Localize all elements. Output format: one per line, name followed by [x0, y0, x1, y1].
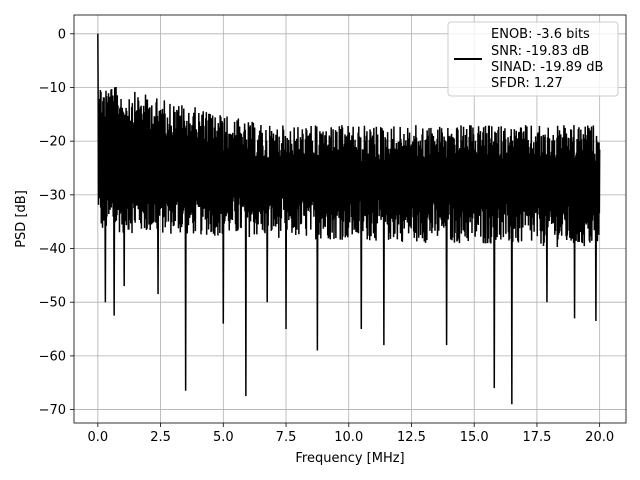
- x-tick-label: 2.5: [150, 430, 171, 445]
- y-tick-label: 0: [58, 27, 66, 42]
- x-tick-label: 5.0: [213, 430, 234, 445]
- x-tick-label: 20.0: [585, 430, 614, 445]
- x-tick-label: 7.5: [276, 430, 297, 445]
- plot-frame: [73, 14, 627, 424]
- plot-area: [97, 33, 601, 405]
- legend: ENOB: -3.6 bits SNR: -19.83 dB SINAD: -1…: [447, 21, 619, 97]
- y-tick-label: −10: [39, 81, 66, 96]
- y-tick-label: −30: [39, 188, 66, 203]
- x-tick-label: 17.5: [522, 430, 551, 445]
- legend-box: [447, 21, 619, 97]
- x-tick-label: 12.5: [397, 430, 426, 445]
- y-axis-label: PSD [dB]: [14, 190, 29, 248]
- x-tick-label: 15.0: [460, 430, 489, 445]
- x-tick-label: 10.0: [334, 430, 363, 445]
- y-tick-label: −60: [39, 349, 66, 364]
- legend-sinad: SINAD: -19.89 dB: [491, 60, 603, 75]
- legend-snr: SNR: -19.83 dB: [491, 44, 589, 59]
- legend-sfdr: SFDR: 1.27: [491, 76, 563, 91]
- y-tick-label: −50: [39, 296, 66, 311]
- psd-series-line: [97, 33, 601, 405]
- x-tick-label: 0.0: [87, 430, 108, 445]
- legend-enob: ENOB: -3.6 bits: [491, 27, 590, 42]
- x-axis-ticks: 0.0 2.5 5.0 7.5 10.0 12.5 15.0 17.5 20.0: [87, 423, 614, 445]
- x-axis-label: Frequency [MHz]: [295, 451, 404, 466]
- y-axis-ticks: 0 −10 −20 −30 −40 −50 −60 −70: [39, 27, 74, 418]
- y-tick-label: −70: [39, 403, 66, 418]
- y-tick-label: −40: [39, 242, 66, 257]
- y-tick-label: −20: [39, 135, 66, 150]
